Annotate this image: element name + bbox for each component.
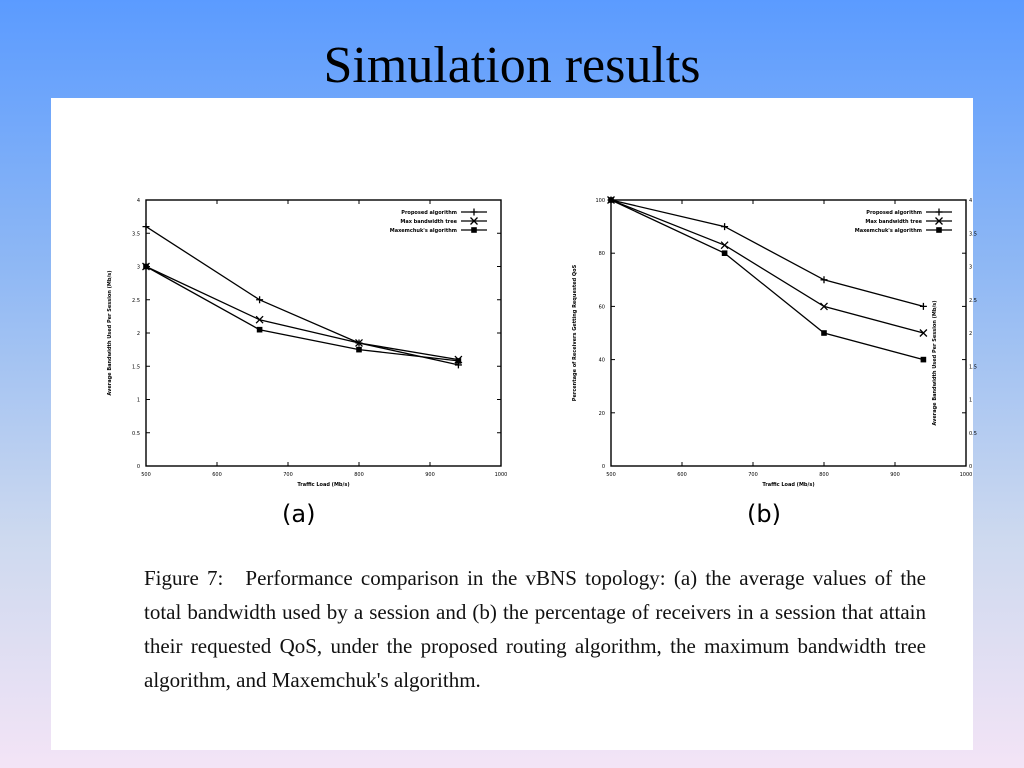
x-tick-label: 800 (819, 472, 829, 478)
series-square (143, 263, 462, 364)
y-tick-label: 20 (599, 411, 605, 417)
data-point (721, 250, 728, 256)
series-line (610, 199, 924, 334)
caption-text: Performance comparison in the vBNS topol… (144, 566, 926, 692)
legend-marker (470, 208, 478, 216)
right-y-tick-label: 4 (969, 198, 972, 204)
x-axis-label: Traffic Load (Mb/s) (297, 482, 349, 488)
y-tick-label: 80 (599, 251, 605, 257)
series-square (608, 197, 927, 363)
right-y-tick-label: 2.5 (969, 298, 977, 304)
right-y-tick-label: 0.5 (969, 431, 977, 437)
figure-caption: Figure 7: Performance comparison in the v… (144, 561, 926, 697)
data-point (356, 346, 362, 353)
x-tick-label: 700 (283, 472, 293, 478)
x-tick-label: 1000 (495, 472, 508, 478)
y-axis-label: Percentage of Receivers Getting Requeste… (572, 264, 578, 401)
data-point (455, 358, 462, 364)
x-tick-label: 900 (425, 472, 435, 478)
legend-marker (470, 217, 478, 225)
x-tick-label: 500 (141, 472, 151, 478)
legend-label: Maxemchuk's algorithm (390, 228, 457, 234)
series-line (610, 199, 924, 308)
y-tick-label: 4 (137, 198, 140, 204)
data-point (256, 326, 263, 333)
x-axis-label: Traffic Load (Mb/s) (762, 482, 814, 488)
legend-marker (935, 208, 943, 216)
data-point (820, 276, 828, 284)
data-point (142, 223, 150, 231)
data-point (821, 330, 827, 336)
x-tick-label: 900 (890, 472, 900, 478)
chart-a: 0 0.5 1 1.5 2 2.5 3 3.5 4 500 600 700 800 900 1000 Traf… (107, 198, 508, 488)
y-tick-label: 2 (137, 331, 140, 337)
data-point (608, 197, 614, 203)
series-line (145, 226, 459, 366)
y-tick-label: 1.5 (132, 364, 140, 370)
legend-marker (935, 217, 943, 225)
panel-a-label: (a) (282, 500, 316, 528)
y-axis-label: Average Bandwidth Used Per Session (Mb/s… (107, 270, 113, 395)
x-tick-label: 800 (354, 472, 364, 478)
series-plus (142, 223, 462, 369)
legend-label: Proposed algorithm (401, 210, 457, 216)
legend-label: Maxemchuk's algorithm (855, 228, 922, 234)
data-point (256, 296, 264, 304)
plot-frame (145, 199, 502, 467)
y-tick-label: 0 (137, 464, 140, 470)
right-y-tick-label: 0 (969, 464, 972, 470)
right-y-tick-label: 1 (969, 398, 972, 404)
legend-label: Max bandwidth tree (865, 219, 922, 225)
y-tick-label: 3 (137, 265, 140, 271)
series-line (610, 199, 924, 361)
data-point (919, 302, 927, 310)
panel-b-label: (b) (747, 500, 781, 528)
data-point (721, 223, 729, 231)
right-y-axis-label: Average Bandwidth Used Per Session (Mb/s… (932, 300, 938, 425)
data-point (720, 241, 729, 250)
y-tick-label: 60 (599, 304, 605, 310)
data-point (919, 329, 928, 337)
legend-label: Max bandwidth tree (400, 219, 457, 225)
y-tick-label: 40 (599, 358, 605, 364)
right-y-tick-label: 3.5 (969, 231, 977, 237)
legend-marker (936, 227, 942, 233)
x-tick-label: 1000 (960, 472, 973, 478)
plot-frame (610, 199, 967, 467)
slide-title: Simulation results (323, 37, 701, 94)
series-x (607, 196, 928, 337)
data-point (143, 263, 149, 270)
data-point (920, 356, 927, 363)
legend-label: Proposed algorithm (866, 210, 922, 216)
series-line (145, 265, 459, 362)
x-tick-label: 500 (606, 472, 616, 478)
y-tick-label: 0 (602, 464, 605, 470)
y-tick-label: 0.5 (132, 431, 140, 437)
data-point (355, 339, 363, 347)
right-y-tick-label: 1.5 (969, 364, 977, 370)
y-tick-label: 2.5 (132, 298, 140, 304)
x-tick-label: 700 (748, 472, 758, 478)
x-tick-label: 600 (677, 472, 687, 478)
data-point (255, 315, 264, 324)
right-y-tick-label: 3 (969, 265, 972, 271)
y-tick-label: 1 (137, 398, 140, 404)
data-point (820, 302, 828, 311)
right-y-tick-label: 2 (969, 331, 972, 337)
caption-label: Figure 7: (144, 566, 224, 590)
series-line (145, 265, 459, 361)
figure-panel: 0 0.5 1 1.5 2 2.5 3 3.5 4 500 600 700 800 900 1000 Traf… (51, 98, 977, 750)
y-tick-label: 100 (595, 198, 605, 204)
series-x (142, 262, 463, 364)
x-tick-label: 600 (212, 472, 222, 478)
y-tick-label: 3.5 (132, 231, 140, 237)
legend-marker (471, 227, 477, 233)
